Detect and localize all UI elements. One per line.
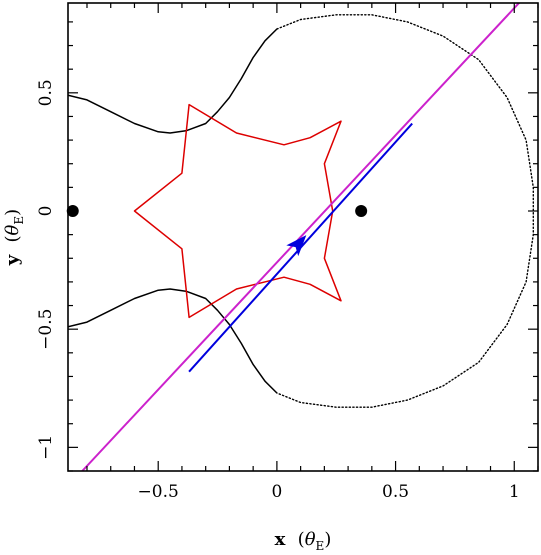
- axis-ticks: [68, 3, 539, 472]
- x-tick-label: 1: [509, 482, 520, 502]
- x-tick-label: 0.5: [382, 482, 409, 502]
- y-tick-label: −0.5: [36, 309, 56, 350]
- direction-arrow-icon: [286, 235, 307, 257]
- chart-curves: [68, 3, 534, 471]
- critical-curve-2: [276, 14, 534, 408]
- x-tick-label: 0: [271, 482, 282, 502]
- y-axis-label-sub: E: [12, 216, 26, 225]
- lens-point-2: [355, 205, 368, 217]
- x-axis-label-sub: E: [316, 539, 325, 553]
- y-tick-label: 0: [36, 206, 56, 217]
- critical-curve-3: [68, 288, 278, 394]
- y-tick-label: −1: [36, 435, 56, 460]
- x-axis-label: x (θE): [275, 529, 332, 553]
- y-axis-label-unit: θ: [2, 224, 23, 235]
- caustic-curve: [133, 103, 342, 319]
- y-tick-label: 0.5: [36, 79, 56, 106]
- x-axis-label-var: x: [275, 529, 286, 550]
- tick-labels: −0.5 0 0.5 1 −1 −0.5 0 0.5: [36, 79, 520, 502]
- y-axis-label: y (θE): [2, 209, 26, 266]
- y-axis-label-var: y: [2, 254, 23, 266]
- critical-curve-1: [68, 28, 278, 134]
- plot-frame: [67, 2, 539, 472]
- x-axis-label-unit: θ: [305, 529, 316, 550]
- x-tick-label: −0.5: [138, 482, 179, 502]
- source-trajectory-line: [81, 3, 520, 471]
